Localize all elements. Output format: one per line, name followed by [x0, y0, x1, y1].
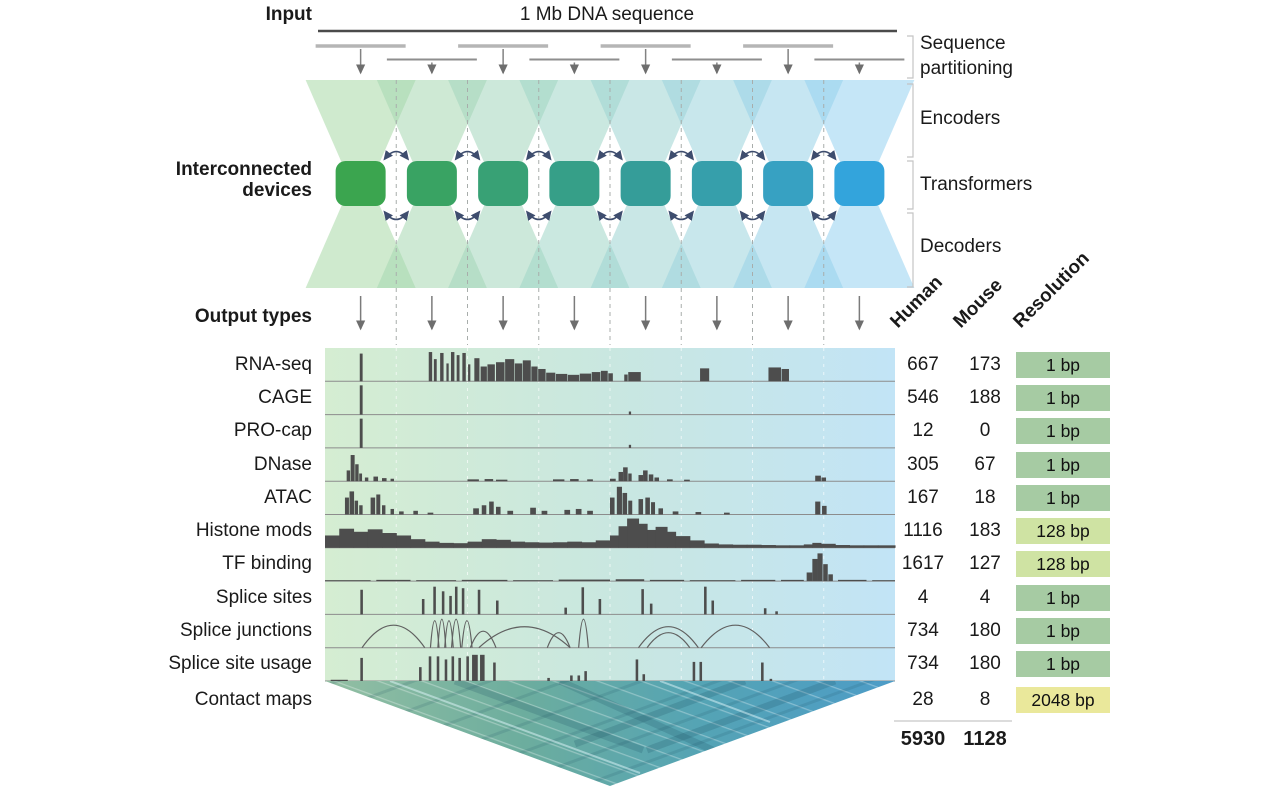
mouse-count-splice-sites: 4: [979, 586, 991, 608]
sequence-length-label: 1 Mb DNA sequence: [519, 4, 695, 25]
transformer-square: [335, 161, 386, 206]
track-label-histone-mods: Histone mods: [195, 520, 312, 542]
track-label-pro-cap: PRO-cap: [233, 420, 312, 442]
track-label-tf-binding: TF binding: [222, 553, 312, 575]
human-count-tf-binding: 1617: [901, 553, 945, 575]
human-count-cage: 546: [907, 386, 939, 408]
transformer-square: [763, 161, 814, 206]
human-count-contact-maps: 28: [912, 689, 934, 710]
transformer-square: [834, 161, 885, 206]
input-label: Input: [265, 4, 312, 25]
device-communication-arrows: [383, 150, 837, 221]
encoder-funnel: [376, 80, 487, 206]
stage-label-transformers: Transformers: [920, 174, 1033, 195]
human-count-splice-site-usage: 734: [907, 653, 939, 675]
resolution-badge-cage: 1 bp: [1016, 384, 1110, 411]
resolution-badge-atac: 1 bp: [1016, 484, 1110, 511]
stage-label-encoders: Encoders: [920, 108, 1001, 129]
encoder-funnel: [804, 80, 915, 206]
encoder-funnel: [733, 80, 844, 206]
resolution-badge-tf-binding: 128 bp: [1016, 551, 1110, 578]
stage-label-sequence-partitioning: Sequence partitioning: [920, 33, 1013, 79]
mouse-count-atac: 18: [974, 486, 996, 508]
mouse-count-contact-maps: 8: [979, 689, 991, 710]
human-count-splice-sites: 4: [917, 586, 929, 608]
track-label-splice-junctions: Splice junctions: [179, 620, 312, 642]
track-label-contact-maps: Contact maps: [194, 689, 312, 710]
transformer-squares: [335, 161, 885, 206]
track-label-rna-seq: RNA-seq: [234, 353, 312, 375]
track-label-cage: CAGE: [258, 386, 312, 408]
decoder-funnel: [590, 162, 701, 288]
resolution-badge-splice-junctions: 1 bp: [1016, 618, 1110, 645]
contact-map-triangle: [325, 681, 895, 786]
mouse-count-histone-mods: 183: [969, 520, 1001, 542]
encoder-funnel: [661, 80, 772, 206]
mouse-count-splice-site-usage: 180: [969, 653, 1001, 675]
mouse-count-splice-junctions: 180: [969, 620, 1001, 642]
track-label-splice-site-usage: Splice site usage: [168, 653, 312, 675]
track-label-atac: ATAC: [264, 486, 312, 508]
transformer-square: [549, 161, 600, 206]
encoder-funnel: [590, 80, 701, 206]
encoder-funnel: [519, 80, 630, 206]
resolution-badge-splice-sites: 1 bp: [1016, 584, 1110, 611]
transformer-square: [620, 161, 671, 206]
mouse-count-dnase: 67: [974, 453, 996, 475]
stage-label-decoders: Decoders: [920, 236, 1002, 257]
human-count-atac: 167: [907, 486, 939, 508]
mouse-count-cage: 188: [969, 386, 1001, 408]
decoder-funnel: [519, 162, 630, 288]
mouse-count-tf-binding: 127: [969, 553, 1001, 575]
human-count-rna-seq: 667: [907, 353, 939, 375]
resolution-badge-dnase: 1 bp: [1016, 451, 1110, 478]
interconnected-devices-label: Interconnected devices: [175, 159, 312, 201]
total-mouse: 1128: [963, 728, 1007, 750]
decoder-funnel: [661, 162, 772, 288]
human-count-pro-cap: 12: [912, 420, 934, 442]
human-count-splice-junctions: 734: [907, 620, 939, 642]
sequence-partitioning: [315, 44, 905, 75]
mouse-count-pro-cap: 0: [979, 420, 991, 442]
encoder-funnel: [448, 80, 559, 206]
decoder-funnel: [733, 162, 844, 288]
decoder-funnel: [448, 162, 559, 288]
resolution-badge-contact-maps: 2048 bp: [1016, 687, 1110, 713]
encoder-funnel: [305, 80, 416, 206]
encoder-decoder-funnels: [305, 80, 915, 288]
human-count-histone-mods: 1116: [903, 520, 943, 542]
total-human: 5930: [900, 728, 946, 750]
decoder-funnel: [804, 162, 915, 288]
track-label-splice-sites: Splice sites: [215, 586, 312, 608]
decoder-funnel: [376, 162, 487, 288]
transformer-square: [691, 161, 742, 206]
resolution-badge-splice-site-usage: 1 bp: [1016, 651, 1110, 678]
resolution-badge-histone-mods: 128 bp: [1016, 518, 1110, 545]
transformer-square: [478, 161, 529, 206]
resolution-badge-rna-seq: 1 bp: [1016, 351, 1110, 378]
decoder-funnel: [305, 162, 416, 288]
track-signals: [325, 352, 896, 681]
track-label-dnase: DNase: [253, 453, 312, 475]
transformer-square: [406, 161, 457, 206]
human-count-dnase: 305: [907, 453, 939, 475]
resolution-badge-pro-cap: 1 bp: [1016, 418, 1110, 445]
mouse-count-rna-seq: 173: [969, 353, 1001, 375]
output-types-label: Output types: [194, 306, 312, 327]
